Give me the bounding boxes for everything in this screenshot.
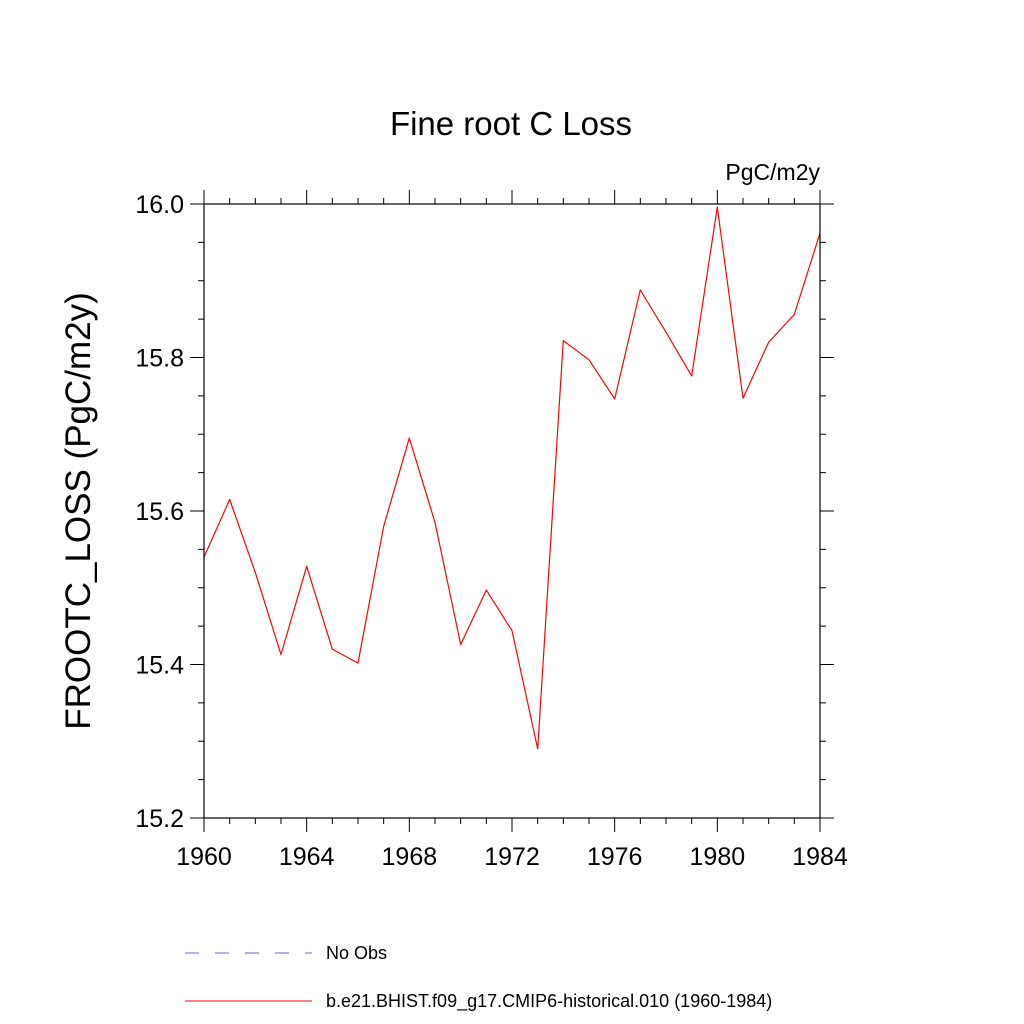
y-tick-label: 15.2 bbox=[135, 805, 184, 833]
x-tick-label: 1972 bbox=[484, 843, 540, 871]
x-tick-label: 1968 bbox=[382, 843, 438, 871]
x-tick-label: 1980 bbox=[690, 843, 746, 871]
x-tick-label: 1976 bbox=[587, 843, 643, 871]
legend-label-model: b.e21.BHIST.f09_g17.CMIP6-historical.010… bbox=[326, 991, 772, 1012]
y-tick-label: 15.6 bbox=[135, 498, 184, 526]
x-tick-label: 1984 bbox=[792, 843, 848, 871]
series-line bbox=[203, 206, 821, 750]
y-axis-label: FROOTC_LOSS (PgC/m2y) bbox=[59, 292, 98, 730]
y-tick-label: 15.4 bbox=[135, 652, 184, 680]
y-tick-label: 15.8 bbox=[135, 345, 184, 373]
tick-labels: 1960 1964 1968 1972 1976 1980 1984 15.2 15.4 15.6… bbox=[135, 191, 848, 871]
axis-ticks bbox=[190, 190, 834, 832]
legend-label-no-obs: No Obs bbox=[326, 943, 387, 963]
plot-frame bbox=[203, 203, 821, 819]
x-tick-label: 1960 bbox=[176, 843, 232, 871]
y-tick-label: 16.0 bbox=[135, 191, 184, 219]
chart-title: Fine root C Loss bbox=[390, 105, 632, 142]
units-label: PgC/m2y bbox=[725, 159, 820, 185]
x-tick-label: 1964 bbox=[279, 843, 335, 871]
series-lines bbox=[203, 206, 821, 750]
legend: No Obs b.e21.BHIST.f09_g17.CMIP6-histori… bbox=[185, 943, 772, 1012]
